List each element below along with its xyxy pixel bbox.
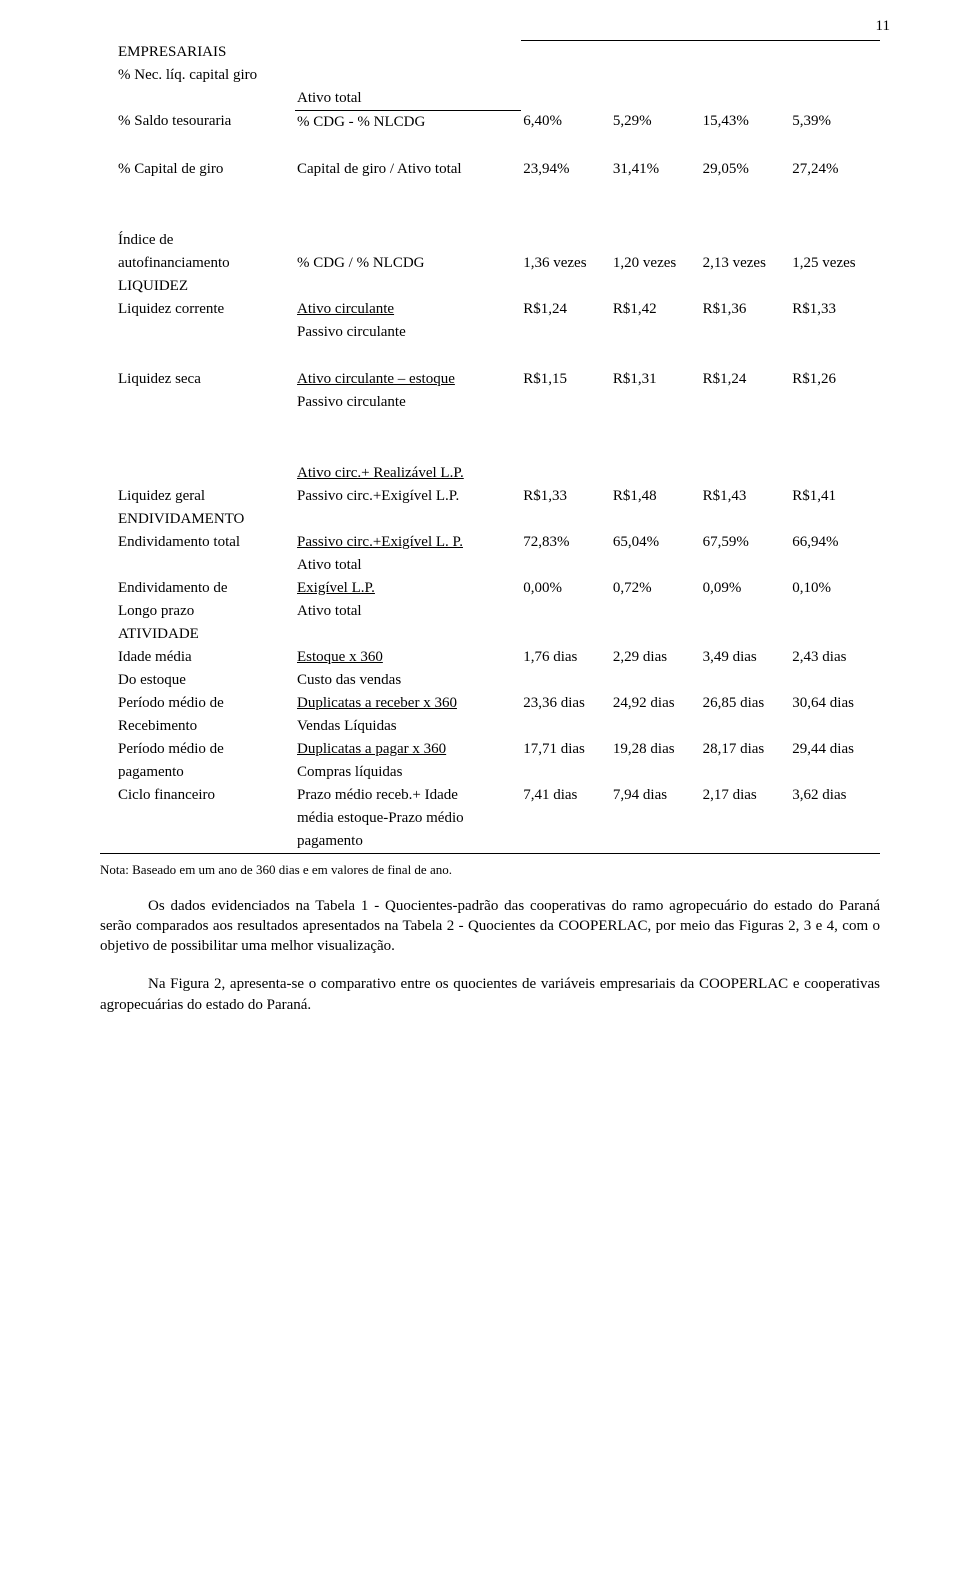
formula-capital: Capital de giro / Ativo total	[295, 158, 521, 181]
val: R$1,48	[611, 485, 701, 508]
val: 3,49 dias	[701, 646, 791, 669]
label-pmp2: pagamento	[100, 761, 295, 784]
val: 72,83%	[521, 531, 611, 554]
val: 66,94%	[790, 531, 880, 554]
label-ciclo: Ciclo financeiro	[100, 784, 295, 807]
financial-table: EMPRESARIAIS % Nec. líq. capital giro At…	[100, 40, 880, 860]
label-geral: Liquidez geral	[100, 485, 295, 508]
label-liquidez: LIQUIDEZ	[100, 275, 295, 298]
paragraph-2: Na Figura 2, apresenta-se o comparativo …	[100, 974, 880, 1015]
label-doestoque: Do estoque	[100, 669, 295, 692]
val: R$1,31	[611, 368, 701, 391]
formula-autofin: % CDG / % NLCDG	[295, 252, 521, 275]
val: 0,10%	[790, 577, 880, 600]
formula-de-den: Ativo total	[295, 600, 521, 623]
val: 1,25 vezes	[790, 252, 880, 275]
label-longo: Longo prazo	[100, 600, 295, 623]
val: 0,09%	[701, 577, 791, 600]
val: R$1,24	[521, 298, 611, 321]
val: 17,71 dias	[521, 738, 611, 761]
val: 5,29%	[611, 110, 701, 134]
val: R$1,43	[701, 485, 791, 508]
val: 31,41%	[611, 158, 701, 181]
val: R$1,41	[790, 485, 880, 508]
formula-corrente-den: Passivo circulante	[295, 321, 521, 344]
label-empresariais: EMPRESARIAIS	[100, 41, 295, 64]
formula-pmp-num: Duplicatas a pagar x 360	[295, 738, 521, 761]
label-saldo: % Saldo tesouraria	[100, 110, 295, 134]
val: 2,43 dias	[790, 646, 880, 669]
label-necliq: % Nec. líq. capital giro	[100, 64, 295, 87]
formula-seca-den: Passivo circulante	[295, 391, 521, 414]
val: 24,92 dias	[611, 692, 701, 715]
val: 67,59%	[701, 531, 791, 554]
formula-ciclo-l1: Prazo médio receb.+ Idade	[295, 784, 521, 807]
val: 27,24%	[790, 158, 880, 181]
val: 2,13 vezes	[701, 252, 791, 275]
page-number: 11	[876, 18, 890, 35]
paragraph-1: Os dados evidenciados na Tabela 1 - Quoc…	[100, 896, 880, 957]
table-note: Nota: Baseado em um ano de 360 dias e em…	[100, 862, 880, 878]
formula-idade-den: Custo das vendas	[295, 669, 521, 692]
val: 3,62 dias	[790, 784, 880, 807]
val: 2,17 dias	[701, 784, 791, 807]
label-autofin: autofinanciamento	[100, 252, 295, 275]
formula-ativototal: Ativo total	[295, 87, 521, 111]
val: 26,85 dias	[701, 692, 791, 715]
val: R$1,33	[521, 485, 611, 508]
label-pmr1: Período médio de	[100, 692, 295, 715]
val: 0,72%	[611, 577, 701, 600]
formula-pmr-num: Duplicatas a receber x 360	[295, 692, 521, 715]
val: 29,44 dias	[790, 738, 880, 761]
formula-pmr-den: Vendas Líquidas	[295, 715, 521, 738]
formula-geral-num: Ativo circ.+ Realizável L.P.	[295, 462, 521, 485]
formula-saldo: % CDG - % NLCDG	[295, 110, 521, 134]
formula-ciclo-l3: pagamento	[295, 830, 521, 854]
formula-idade-num: Estoque x 360	[295, 646, 521, 669]
val: R$1,42	[611, 298, 701, 321]
val: R$1,15	[521, 368, 611, 391]
val: 28,17 dias	[701, 738, 791, 761]
label-idade: Idade média	[100, 646, 295, 669]
val: 1,76 dias	[521, 646, 611, 669]
val: 65,04%	[611, 531, 701, 554]
formula-total-den: Ativo total	[295, 554, 521, 577]
label-indice: Índice de	[100, 229, 295, 252]
val: 30,64 dias	[790, 692, 880, 715]
formula-pmp-den: Compras líquidas	[295, 761, 521, 784]
val: 7,94 dias	[611, 784, 701, 807]
formula-de-num: Exigível L.P.	[295, 577, 521, 600]
val: 2,29 dias	[611, 646, 701, 669]
label-de: Endividamento de	[100, 577, 295, 600]
label-capital: % Capital de giro	[100, 158, 295, 181]
val: 1,20 vezes	[611, 252, 701, 275]
val: 7,41 dias	[521, 784, 611, 807]
formula-seca-num: Ativo circulante – estoque	[295, 368, 521, 391]
label-pmr2: Recebimento	[100, 715, 295, 738]
val: 0,00%	[521, 577, 611, 600]
label-total: Endividamento total	[100, 531, 295, 554]
formula-geral-den: Passivo circ.+Exigível L.P.	[295, 485, 521, 508]
val: R$1,24	[701, 368, 791, 391]
val: 15,43%	[701, 110, 791, 134]
val: 29,05%	[701, 158, 791, 181]
val: 19,28 dias	[611, 738, 701, 761]
val: R$1,36	[701, 298, 791, 321]
val: R$1,26	[790, 368, 880, 391]
label-endiv: ENDIVIDAMENTO	[100, 508, 295, 531]
val: 23,94%	[521, 158, 611, 181]
formula-total-num: Passivo circ.+Exigível L. P.	[295, 531, 521, 554]
label-pmp1: Período médio de	[100, 738, 295, 761]
label-atividade: ATIVIDADE	[100, 623, 295, 646]
formula-ciclo-l2: média estoque-Prazo médio	[295, 807, 521, 830]
formula-corrente-num: Ativo circulante	[295, 298, 521, 321]
label-seca: Liquidez seca	[100, 368, 295, 391]
val: 5,39%	[790, 110, 880, 134]
val: R$1,33	[790, 298, 880, 321]
val: 1,36 vezes	[521, 252, 611, 275]
label-corrente: Liquidez corrente	[100, 298, 295, 321]
val: 6,40%	[521, 110, 611, 134]
val: 23,36 dias	[521, 692, 611, 715]
